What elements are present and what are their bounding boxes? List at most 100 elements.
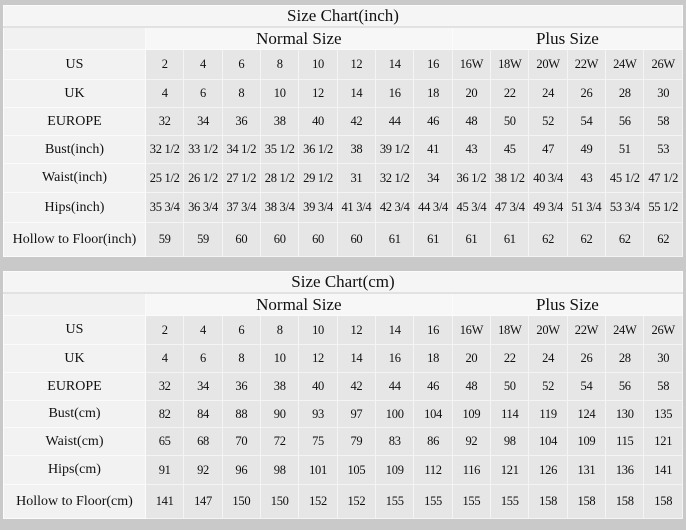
table-cell: 14 <box>375 49 415 80</box>
table-cell: 79 <box>336 427 377 456</box>
table-cell: 32 <box>144 372 185 401</box>
table-cell: 24W <box>605 315 645 345</box>
row-label: EUROPE <box>3 372 146 401</box>
table-cell: 56 <box>605 372 645 401</box>
table-cell: 51 <box>605 135 645 164</box>
table-cell: 59 <box>183 222 223 257</box>
table-row: US 2 4 6 8 10 12 14 16 16W 18W 20W 22W 24W 26W <box>3 49 683 80</box>
table-cell: 72 <box>260 427 300 456</box>
chart-title: Size Chart(cm) <box>3 271 683 294</box>
table-cell: 45 1/2 <box>605 163 645 193</box>
table-cell: 39 1/2 <box>375 135 415 164</box>
table-cell: 92 <box>183 455 223 485</box>
table-row: Hollow to Floor(cm) 141 147 150 150 152 152 155… <box>3 484 683 519</box>
table-cell: 26 <box>566 344 607 373</box>
table-cell: 155 <box>413 484 453 519</box>
table-cell: 98 <box>260 455 300 485</box>
header-blank <box>3 26 146 50</box>
table-row: Waist(inch) 25 1/2 26 1/2 27 1/2 28 1/2 29 1/… <box>3 163 683 193</box>
table-cell: 109 <box>375 455 415 485</box>
table-cell: 40 <box>298 107 338 136</box>
table-cell: 158 <box>528 484 568 519</box>
table-cell: 62 <box>566 222 607 257</box>
table-cell: 55 1/2 <box>643 192 683 223</box>
group-header-plus: Plus Size <box>451 292 684 316</box>
table-row: Hips(inch) 35 3/4 36 3/4 37 3/4 38 3/4 39 3/4… <box>3 192 683 223</box>
table-cell: 47 <box>528 135 568 164</box>
table-cell: 98 <box>490 427 530 456</box>
table-cell: 53 <box>643 135 683 164</box>
table-cell: 36 3/4 <box>183 192 223 223</box>
table-cell: 10 <box>260 79 300 108</box>
table-cell: 2 <box>144 49 185 80</box>
table-row: US 2 4 6 8 10 12 14 16 16W 18W 20W 22W 24W 26W <box>3 315 683 345</box>
table-cell: 150 <box>221 484 262 519</box>
table-cell: 36 1/2 <box>298 135 338 164</box>
table-cell: 59 <box>144 222 185 257</box>
table-cell: 101 <box>298 455 338 485</box>
table-cell: 27 1/2 <box>221 163 262 193</box>
table-cell: 12 <box>298 79 338 108</box>
row-label: Hips(cm) <box>3 455 146 485</box>
table-cell: 6 <box>183 79 223 108</box>
table-cell: 34 <box>183 107 223 136</box>
table-cell: 60 <box>336 222 377 257</box>
table-cell: 46 <box>413 372 453 401</box>
table-cell: 91 <box>144 455 185 485</box>
table-cell: 155 <box>451 484 492 519</box>
table-row: EUROPE 32 34 36 38 40 42 44 46 48 50 52 54 56 58 <box>3 107 683 136</box>
chart-title: Size Chart(inch) <box>3 5 683 28</box>
table-cell: 12 <box>336 315 377 345</box>
table-cell: 20 <box>451 344 492 373</box>
table-cell: 141 <box>643 455 683 485</box>
table-row: Bust(inch) 32 1/2 33 1/2 34 1/2 35 1/2 36 1/2… <box>3 135 683 164</box>
table-cell: 36 <box>221 107 262 136</box>
table-cell: 4 <box>183 49 223 80</box>
table-cell: 109 <box>451 400 492 428</box>
table-cell: 135 <box>643 400 683 428</box>
table-cell: 29 1/2 <box>298 163 338 193</box>
table-cell: 22W <box>566 315 607 345</box>
table-cell: 52 <box>528 372 568 401</box>
table-cell: 60 <box>221 222 262 257</box>
row-label: Bust(cm) <box>3 400 146 428</box>
group-header-normal: Normal Size <box>145 26 453 50</box>
table-cell: 116 <box>451 455 492 485</box>
table-cell: 52 <box>528 107 568 136</box>
table-cell: 158 <box>566 484 607 519</box>
table-cell: 16 <box>375 344 415 373</box>
row-label: Hips(inch) <box>3 192 146 223</box>
row-label: UK <box>3 79 146 108</box>
table-cell: 60 <box>260 222 300 257</box>
table-cell: 18W <box>490 49 530 80</box>
table-cell: 40 <box>298 372 338 401</box>
table-cell: 131 <box>566 455 607 485</box>
table-cell: 32 1/2 <box>375 163 415 193</box>
row-label: Hollow to Floor(inch) <box>3 222 146 257</box>
table-cell: 54 <box>566 107 607 136</box>
table-cell: 6 <box>183 344 223 373</box>
table-cell: 61 <box>451 222 492 257</box>
table-cell: 38 <box>260 107 300 136</box>
table-cell: 8 <box>221 79 262 108</box>
table-cell: 41 <box>413 135 453 164</box>
table-cell: 121 <box>643 427 683 456</box>
table-cell: 20W <box>528 315 568 345</box>
table-cell: 43 <box>451 135 492 164</box>
table-cell: 61 <box>490 222 530 257</box>
table-cell: 150 <box>260 484 300 519</box>
table-cell: 60 <box>298 222 338 257</box>
table-cell: 115 <box>605 427 645 456</box>
table-cell: 62 <box>643 222 683 257</box>
table-cell: 158 <box>605 484 645 519</box>
row-label: US <box>3 315 146 345</box>
table-cell: 49 <box>566 135 607 164</box>
table-row: Bust(cm) 82 84 88 90 93 97 100 104 109 114 119 124 13… <box>3 400 683 428</box>
table-cell: 48 <box>451 372 492 401</box>
table-cell: 112 <box>413 455 453 485</box>
table-row: Hips(cm) 91 92 96 98 101 105 109 112 116 121 126 131… <box>3 455 683 485</box>
table-cell: 16 <box>413 49 453 80</box>
table-cell: 124 <box>566 400 607 428</box>
table-cell: 31 <box>336 163 377 193</box>
table-cell: 34 <box>183 372 223 401</box>
